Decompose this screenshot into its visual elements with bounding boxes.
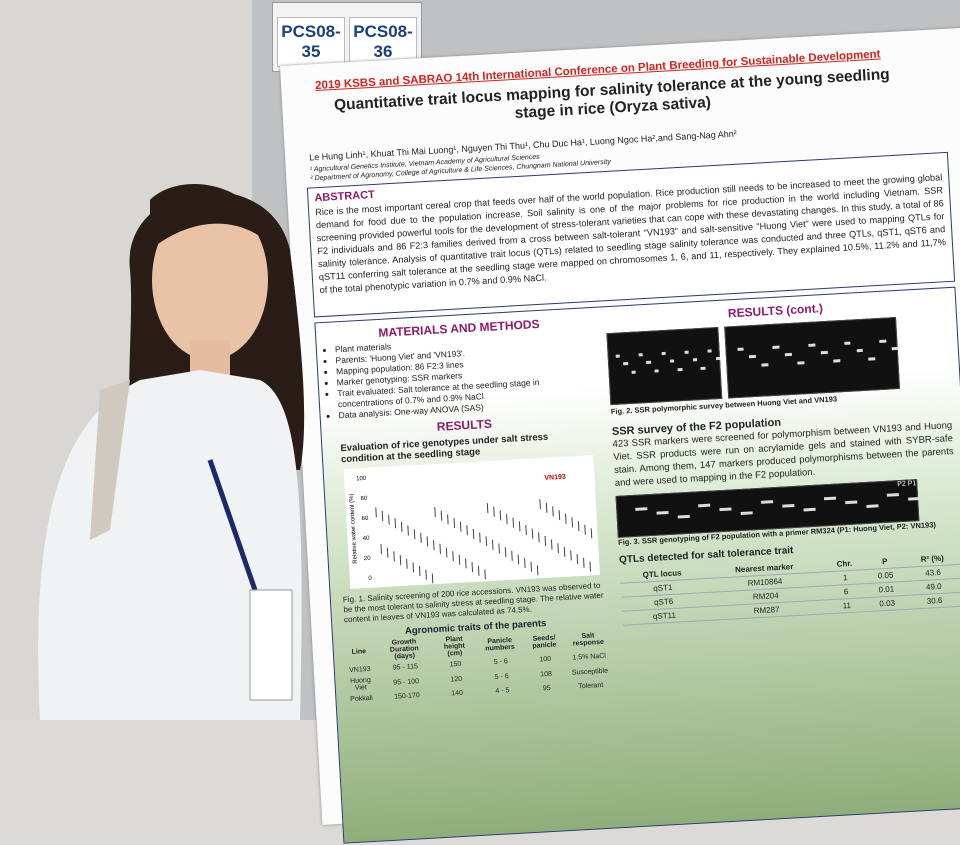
scatter-bar (506, 514, 508, 525)
scatter-bar (407, 525, 409, 536)
scatter-bar (493, 506, 495, 517)
bag-strap (90, 380, 130, 540)
scatter-bar (431, 573, 434, 584)
scatter-bar (381, 510, 384, 522)
scatter-bar (557, 543, 559, 554)
scatter-bar (590, 528, 593, 539)
scatter-bar (571, 517, 574, 528)
scatter-bar (394, 518, 397, 529)
scatter-bar (386, 547, 389, 558)
scatter-bar (412, 562, 415, 573)
axis-label: Relative water content (%) (349, 493, 359, 564)
y-tick-label: 20 (364, 556, 372, 562)
scatter-bar (589, 561, 591, 572)
scatter-bar (531, 528, 534, 539)
scatter-bar (399, 555, 402, 566)
lanyard (207, 459, 258, 591)
y-tick-label: 0 (368, 576, 372, 582)
scatter-bar (452, 551, 454, 562)
scatter-bar (434, 507, 436, 518)
scatter-bar (552, 506, 554, 517)
scatter-bar (466, 525, 468, 536)
scatter-bar (558, 510, 561, 521)
scatter-bar (459, 521, 462, 532)
scatter-bar (479, 532, 481, 543)
person (38, 184, 305, 720)
scatter-bar (512, 517, 515, 528)
y-tick-label: 100 (356, 476, 367, 483)
scatter-bar (504, 547, 507, 558)
scatter-bar (544, 535, 547, 546)
scatter-bar (485, 536, 488, 547)
scatter-bar (472, 528, 475, 539)
scatter-bar (458, 554, 461, 565)
badge (249, 589, 293, 701)
y-tick-label: 60 (362, 516, 370, 522)
scatter-bar (576, 554, 579, 565)
board-label: PCS08-35 (277, 17, 345, 67)
scatter-bar (539, 499, 541, 510)
face (152, 200, 268, 360)
scatter-bar (380, 544, 383, 555)
scatter-bar (393, 551, 395, 562)
scatter-bar (545, 502, 548, 513)
scatter-bar (400, 521, 403, 532)
scatter-bar (484, 569, 486, 580)
scatter-bar (511, 550, 513, 561)
scatter-bar (517, 554, 520, 565)
scatter-bar (388, 514, 390, 525)
scatter-bar (570, 550, 572, 561)
scatter-bar (486, 503, 489, 514)
scatter-bar (584, 524, 586, 535)
scatter-bar (418, 565, 421, 577)
scatter-bar (563, 546, 566, 557)
scatter-bar (420, 532, 422, 543)
scatter-bar (525, 524, 527, 536)
scatter-bar (406, 558, 408, 569)
scatter-bar (439, 543, 441, 554)
fringe (150, 184, 275, 250)
scatter-bar (583, 557, 585, 568)
scatter-bar (518, 521, 521, 532)
poster: 2019 KSBS and SABRAO 14th International … (280, 27, 960, 844)
figure-1: Relative water content (%) 100806040200 … (343, 455, 600, 589)
scatter-bar (445, 547, 448, 558)
scatter-bar (530, 561, 533, 572)
scatter-bar (447, 514, 449, 525)
scatter-bar (453, 517, 456, 529)
scatter-bar (499, 510, 502, 521)
results-panel: MATERIALS AND METHODS Plant materialsPar… (314, 286, 960, 844)
scatter-bar (536, 565, 539, 576)
scatter-bar (477, 565, 480, 576)
photo: PCS08-35 PCS08-36 2019 KSBS and SABRAO 1… (0, 0, 960, 720)
y-tick-label: 40 (363, 536, 371, 542)
scatter-bar (426, 536, 429, 547)
scatter-bar (565, 513, 567, 524)
scatter-bar (538, 532, 540, 543)
scatter-bar (425, 569, 427, 580)
y-tick-label: 80 (360, 496, 368, 502)
scatter-bar (433, 540, 435, 551)
scatter-bar (471, 562, 474, 573)
scatter-bar (498, 543, 500, 554)
scatter-bar (440, 510, 443, 521)
scatter-bar (550, 539, 553, 550)
methods: MATERIALS AND METHODS Plant materialsPar… (324, 314, 615, 705)
scatter-bar (524, 558, 526, 569)
scatter-bar (413, 529, 416, 540)
scatter-bar (375, 507, 377, 518)
annotation: VN193 (544, 474, 566, 482)
scatter-bar (491, 539, 494, 550)
scatter-bar (577, 521, 580, 532)
scatter-bar (465, 558, 467, 569)
